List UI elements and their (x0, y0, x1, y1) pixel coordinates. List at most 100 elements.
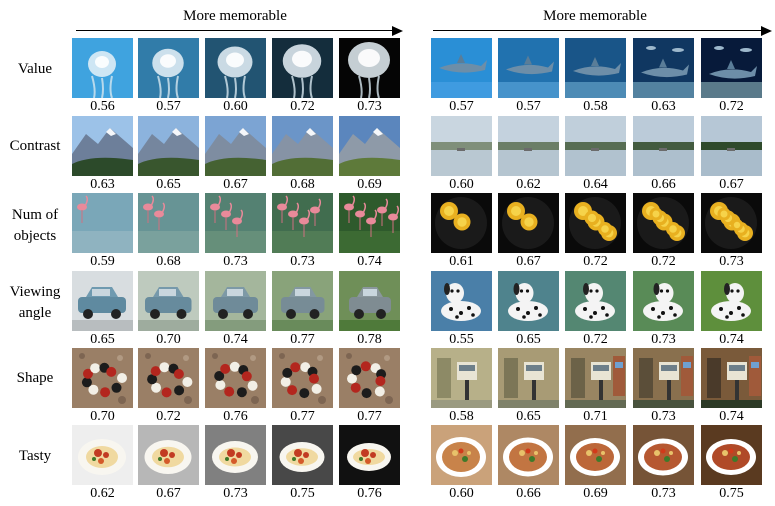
memorability-score: 0.78 (357, 332, 382, 347)
flamingo-thumbnail (138, 193, 199, 253)
memorability-score: 0.63 (90, 177, 115, 192)
memorability-score: 0.65 (516, 332, 541, 347)
row-label: Tasty (18, 448, 52, 464)
dog-thumbnail (565, 271, 626, 331)
memorability-score: 0.61 (449, 254, 474, 269)
snake-thumbnail (272, 348, 333, 408)
snake-thumbnail (339, 348, 400, 408)
memorability-score: 0.73 (290, 254, 315, 269)
lemons-thumbnail (498, 193, 559, 253)
memorability-score: 0.72 (290, 99, 315, 114)
right-header-text: More memorable (543, 8, 647, 24)
memorability-score: 0.74 (719, 332, 744, 347)
lemons-thumbnail (565, 193, 626, 253)
jellyfish-thumbnail (72, 38, 133, 98)
memorability-score: 0.68 (290, 177, 315, 192)
flamingo-thumbnail (72, 193, 133, 253)
right-arrow-icon (761, 26, 772, 36)
lemons-thumbnail (431, 193, 492, 253)
dog-thumbnail (431, 271, 492, 331)
flamingo-thumbnail (339, 193, 400, 253)
car-thumbnail (272, 271, 333, 331)
memorability-score: 0.70 (90, 409, 115, 424)
memorability-score: 0.74 (357, 254, 382, 269)
pasta-thumbnail (72, 425, 133, 485)
lake-thumbnail (431, 116, 492, 176)
snake-thumbnail (72, 348, 133, 408)
memorability-score: 0.73 (651, 486, 676, 501)
memorability-score: 0.65 (156, 177, 181, 192)
memorability-score: 0.68 (156, 254, 181, 269)
row-label: Contrast (9, 138, 61, 154)
soup-thumbnail (565, 425, 626, 485)
memorability-score: 0.74 (719, 409, 744, 424)
shark-thumbnail (701, 38, 762, 98)
memorability-score: 0.72 (583, 332, 608, 347)
house-thumbnail (565, 348, 626, 408)
memorability-score: 0.60 (223, 99, 248, 114)
memorability-score: 0.60 (449, 177, 474, 192)
pasta-thumbnail (339, 425, 400, 485)
memorability-score: 0.57 (156, 99, 181, 114)
memorability-score: 0.73 (357, 99, 382, 114)
memorability-score: 0.62 (516, 177, 541, 192)
memorability-score: 0.73 (651, 332, 676, 347)
memorability-score: 0.77 (290, 409, 315, 424)
car-thumbnail (72, 271, 133, 331)
row-label: Num of objects (11, 207, 59, 244)
row-label: Shape (16, 370, 54, 386)
car-thumbnail (205, 271, 266, 331)
pasta-thumbnail (272, 425, 333, 485)
memorability-score: 0.76 (357, 486, 382, 501)
mountain-thumbnail (138, 116, 199, 176)
memorability-score: 0.72 (651, 254, 676, 269)
memorability-score: 0.76 (223, 409, 248, 424)
shark-thumbnail (565, 38, 626, 98)
memorability-score: 0.67 (223, 177, 248, 192)
jellyfish-thumbnail (138, 38, 199, 98)
memorability-score: 0.69 (357, 177, 382, 192)
lemons-thumbnail (701, 193, 762, 253)
car-thumbnail (138, 271, 199, 331)
jellyfish-thumbnail (205, 38, 266, 98)
car-thumbnail (339, 271, 400, 331)
house-thumbnail (701, 348, 762, 408)
memorability-score: 0.72 (156, 409, 181, 424)
memorability-score: 0.59 (90, 254, 115, 269)
left-arrow-line (76, 30, 394, 31)
memorability-score: 0.66 (651, 177, 676, 192)
flamingo-thumbnail (205, 193, 266, 253)
memorability-score: 0.73 (223, 254, 248, 269)
flamingo-thumbnail (272, 193, 333, 253)
memorability-score: 0.67 (516, 254, 541, 269)
memorability-score: 0.63 (651, 99, 676, 114)
pasta-thumbnail (138, 425, 199, 485)
memorability-score: 0.72 (583, 254, 608, 269)
shark-thumbnail (633, 38, 694, 98)
lake-thumbnail (565, 116, 626, 176)
lake-thumbnail (701, 116, 762, 176)
row-label: Viewing angle (9, 284, 61, 321)
memorability-score: 0.77 (357, 409, 382, 424)
memorability-score: 0.57 (516, 99, 541, 114)
memorability-score: 0.64 (583, 177, 608, 192)
memorability-score: 0.75 (290, 486, 315, 501)
house-thumbnail (633, 348, 694, 408)
jellyfish-thumbnail (272, 38, 333, 98)
pasta-thumbnail (205, 425, 266, 485)
memorability-score: 0.58 (583, 99, 608, 114)
soup-thumbnail (701, 425, 762, 485)
dog-thumbnail (701, 271, 762, 331)
shark-thumbnail (431, 38, 492, 98)
memorability-score: 0.67 (156, 486, 181, 501)
mountain-thumbnail (72, 116, 133, 176)
memorability-score: 0.57 (449, 99, 474, 114)
right-arrow-line (433, 30, 763, 31)
memorability-score: 0.55 (449, 332, 474, 347)
dog-thumbnail (633, 271, 694, 331)
memorability-score: 0.62 (90, 486, 115, 501)
memorability-score: 0.56 (90, 99, 115, 114)
memorability-score: 0.69 (583, 486, 608, 501)
row-label: Value (17, 61, 53, 77)
snake-thumbnail (138, 348, 199, 408)
